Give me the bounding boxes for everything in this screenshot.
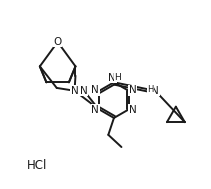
Text: H: H <box>114 73 121 82</box>
Text: N: N <box>80 86 88 96</box>
Text: N: N <box>91 85 99 95</box>
Text: N: N <box>108 73 116 83</box>
Text: N: N <box>151 86 159 96</box>
Text: N: N <box>71 86 78 96</box>
Text: N: N <box>91 105 99 115</box>
Text: H: H <box>147 85 154 94</box>
Text: N: N <box>129 105 137 115</box>
Text: O: O <box>54 37 62 47</box>
Text: HCl: HCl <box>27 159 47 172</box>
Text: N: N <box>129 85 137 95</box>
